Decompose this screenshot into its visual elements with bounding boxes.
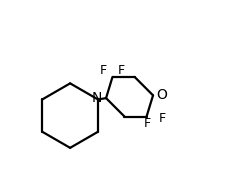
Text: F: F (100, 64, 107, 77)
Text: F: F (159, 112, 166, 125)
Text: N: N (92, 91, 102, 105)
Text: O: O (156, 88, 167, 102)
Text: F: F (118, 64, 125, 77)
Text: F: F (144, 117, 151, 130)
